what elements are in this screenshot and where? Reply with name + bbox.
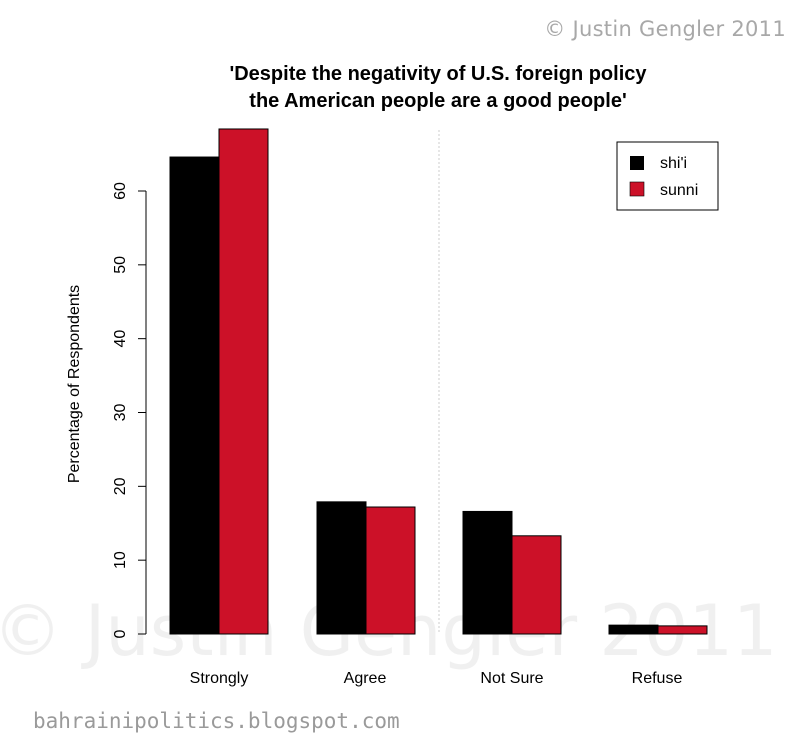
legend-swatch-shii	[630, 156, 644, 170]
x-label-not-sure: Not Sure	[480, 670, 543, 687]
x-label-agree: Agree	[344, 670, 387, 687]
bar-not-sure-sunni	[511, 535, 562, 635]
bar-agree-shii	[316, 501, 367, 635]
x-label-strongly: Strongly	[190, 670, 249, 687]
bar-strongly-shii	[169, 156, 220, 635]
y-tick-label-0: 0	[112, 629, 129, 638]
y-tick-label-10: 10	[112, 551, 129, 569]
y-tick-label-20: 20	[112, 477, 129, 495]
bar-refuse-shii	[608, 624, 659, 635]
x-axis-labels: Strongly Agree Not Sure Refuse	[190, 670, 683, 687]
legend-box	[616, 141, 719, 211]
bar-not-sure-shii	[462, 510, 513, 635]
copyright-text: © Justin Gengler 2011	[544, 17, 786, 41]
y-axis-label: Percentage of Respondents	[66, 285, 83, 483]
legend-label-sunni: sunni	[660, 182, 698, 199]
y-tick-label-30: 30	[112, 404, 129, 422]
bar-agree-sunni	[365, 506, 416, 635]
legend-swatch-sunni	[629, 181, 645, 197]
chart-title-line-2: the American people are a good people'	[249, 90, 626, 112]
chart-title-line-1: 'Despite the negativity of U.S. foreign …	[229, 63, 647, 85]
y-tick-label-60: 60	[112, 182, 129, 200]
bar-strongly-sunni	[218, 128, 269, 635]
bar-refuse-sunni	[657, 625, 708, 635]
blog-url: bahrainipolitics.blogspot.com	[33, 709, 400, 733]
y-tick-label-50: 50	[112, 256, 129, 274]
x-label-refuse: Refuse	[632, 670, 683, 687]
legend: shi'i sunni	[616, 141, 719, 211]
bars	[169, 128, 708, 635]
legend-label-shii: shi'i	[660, 155, 687, 172]
y-tick-label-40: 40	[112, 330, 129, 348]
y-axis-ticks: 0 10 20 30 40 50 60	[112, 182, 146, 638]
